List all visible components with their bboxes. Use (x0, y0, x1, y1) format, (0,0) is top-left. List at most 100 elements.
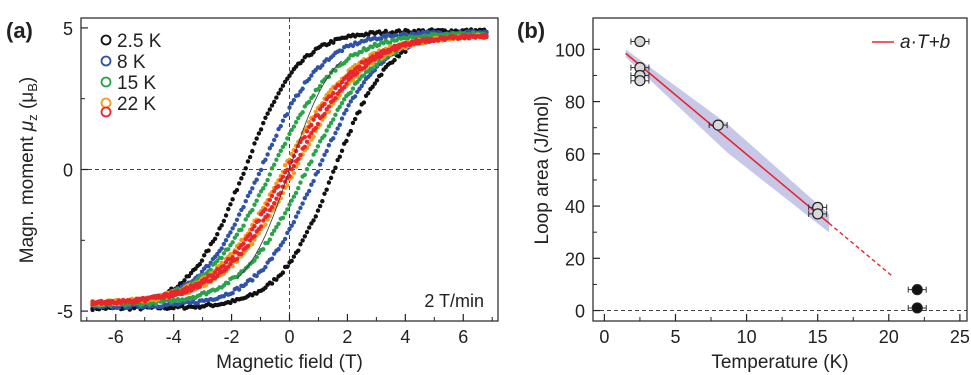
panel-a-x-tick-label: -6 (108, 327, 124, 347)
panel-a-data-point (271, 188, 277, 194)
panel-a-data-point (313, 148, 318, 154)
panel-a-data-point (226, 247, 231, 252)
panel-a-data-point (311, 134, 316, 139)
panel-a-data-point (326, 104, 332, 109)
panel-a-data-point (230, 290, 235, 296)
panel-a-data-point (315, 121, 321, 127)
panel-a-data-point (302, 196, 308, 201)
panel-a-data-point (287, 173, 292, 179)
panel-a-data-point (285, 207, 290, 212)
panel-a-data-point (293, 214, 299, 219)
panel-a-data-point (309, 221, 314, 226)
panel-b-marker (634, 35, 646, 48)
panel-a-data-point (344, 81, 349, 86)
panel-a-data-point (291, 124, 297, 129)
panel-a-data-point (374, 78, 380, 83)
panel-a-data-point (313, 125, 318, 131)
panel-a-data-point (252, 202, 257, 207)
panel-a-data-point (346, 56, 351, 61)
panel-a-data-point (311, 218, 316, 223)
panel-a-data-point (271, 200, 277, 206)
panel-b-marker (634, 75, 646, 87)
panel-a-data-point (252, 233, 257, 239)
panel-a-data-point (269, 256, 275, 261)
panel-a-data-point (230, 197, 235, 202)
panel-a-data-point (217, 226, 222, 231)
panel-a-data-point (289, 223, 294, 228)
panel-a-data-point (326, 180, 332, 185)
panel-a-data-point (241, 171, 246, 177)
panel-a-data-point (267, 172, 273, 177)
panel-a-data-point (247, 154, 253, 160)
panel-b-x-axis: 0 5 10 15 20 25 (599, 314, 970, 347)
panel-a-data-point (228, 230, 233, 235)
panel-a-data-point (263, 182, 268, 187)
panel-a-data-point (328, 120, 334, 126)
panel-a-data-point (339, 100, 345, 106)
panel-a-data-point (215, 258, 220, 264)
panel-a-data-point (372, 54, 378, 60)
panel-a-data-point (291, 170, 297, 176)
panel-a-data-point (282, 163, 288, 168)
panel-a-data-point (210, 273, 216, 278)
panel-a-data-point (387, 40, 393, 45)
panel-a-legend-marker (100, 76, 112, 88)
panel-a-label: (a) (6, 18, 33, 43)
panel-a-data-point (256, 193, 262, 198)
panel-a-data-point (300, 201, 305, 206)
panel-b-y-axis-label: Loop area (J/mol) (532, 96, 553, 245)
panel-a-y-axis-label: Magn. moment μz (μB) (17, 77, 40, 263)
panel-a-data-point (289, 101, 294, 106)
panel-a-data-point (296, 210, 301, 215)
panel-a-data-point (261, 247, 266, 252)
panel-a-data-point (291, 163, 297, 169)
panel-a-data-point (245, 243, 251, 249)
panel-a-data-point (245, 193, 251, 199)
panel-a-data-point (219, 223, 224, 228)
panel-a-data-point (287, 202, 292, 207)
panel-a-data-point (333, 130, 338, 136)
panel-a-data-point (223, 238, 229, 243)
panel-a-data-point (265, 111, 270, 116)
panel-a-data-point (293, 119, 299, 125)
panel-a-data-point (276, 246, 281, 252)
panel-a-data-point (311, 152, 316, 157)
panel-a-data-point (344, 138, 349, 144)
panel-b-legend-label: a·T+b (900, 32, 950, 53)
panel-a-data-point (221, 251, 227, 256)
panel-a-data-point (285, 136, 290, 141)
panel-a-data-point (269, 204, 275, 210)
panel-a-data-point (339, 116, 345, 121)
panel-a-data-point (396, 54, 402, 59)
panel-a-data-point (267, 197, 273, 203)
panel-b-x-tick-label: 15 (808, 327, 828, 347)
panel-a-x-axis-label: Magnetic field (T) (216, 352, 363, 373)
panel-a-data-point (328, 94, 334, 99)
panel-b-y-tick-label: 80 (565, 93, 585, 113)
panel-b-filled-point (907, 284, 927, 296)
panel-a-data-point (239, 227, 244, 232)
panel-a-data-point (265, 152, 270, 157)
panel-a-data-point (274, 157, 279, 162)
panel-a-data-point (269, 281, 275, 286)
panel-a-data-point (274, 277, 279, 282)
panel-a-data-point (300, 86, 305, 91)
panel-b-x-tick-label: 0 (599, 327, 609, 347)
panel-a-data-point (263, 115, 268, 120)
panel-a-data-point (344, 107, 349, 113)
panel-a-data-point (250, 186, 255, 191)
panel-a-data-point (311, 93, 316, 98)
panel-a-data-point (296, 156, 301, 162)
panel-a-data-point (315, 87, 321, 92)
panel-a-data-point (361, 73, 367, 78)
panel-a-data-point (254, 254, 259, 260)
panel-a-data-point (226, 280, 231, 286)
panel-a-data-point (258, 224, 264, 229)
panel-a-data-point (296, 248, 301, 253)
panel-a-data-point (320, 158, 325, 163)
panel-a-data-point (331, 40, 336, 45)
panel-a-data-point (339, 148, 345, 154)
panel-a-data-point (315, 208, 321, 213)
panel-a-data-point (302, 234, 308, 239)
